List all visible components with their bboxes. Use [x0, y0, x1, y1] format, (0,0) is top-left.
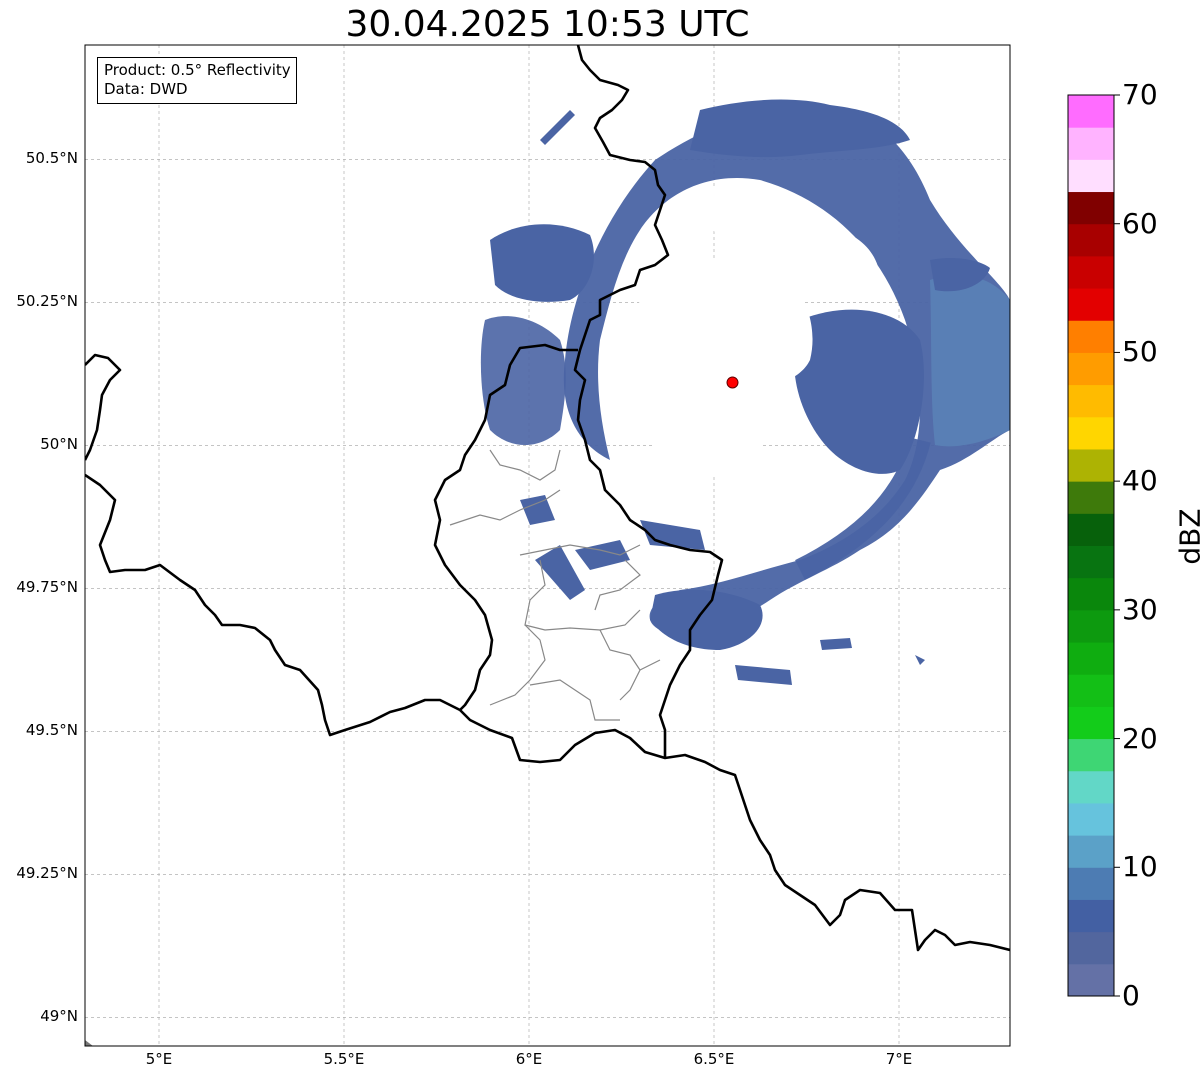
colorbar-swatch	[1068, 899, 1114, 933]
admin-borders	[449, 449, 661, 721]
colorbar-swatch	[1068, 127, 1114, 160]
colorbar-swatch	[1068, 770, 1114, 804]
border-be-fr	[85, 473, 461, 737]
colorbar-swatch	[1068, 738, 1114, 772]
colorbar-tick-label: 30	[1122, 592, 1158, 626]
colorbar-swatch	[1068, 706, 1114, 740]
colorbar-tick-label: 50	[1122, 335, 1158, 369]
radar-echo-field	[480, 99, 1010, 685]
echo-region-northwest	[490, 224, 594, 302]
colorbar-swatch	[1068, 223, 1114, 257]
colorbar-swatch	[1068, 159, 1114, 193]
lon-tick-label: 6.5°E	[693, 1050, 735, 1068]
lat-tick-label: 49.5°N	[25, 721, 78, 740]
colorbar-swatch	[1068, 577, 1114, 611]
echo-region-south	[650, 589, 763, 650]
echo-region-southwest-streaks	[520, 495, 705, 600]
echo-region-west	[480, 316, 566, 445]
echo-region-ring-east	[795, 437, 931, 580]
border-be-de	[573, 45, 724, 758]
colorbar-title: dBZ	[1173, 508, 1202, 565]
lat-tick-label: 49.75°N	[16, 578, 78, 597]
colorbar-swatch	[1068, 481, 1114, 514]
colorbar-swatch	[1068, 288, 1114, 321]
echo-streak-se	[735, 638, 925, 685]
border-lu-be	[433, 343, 578, 711]
lon-tick-label: 5.5°E	[323, 1050, 365, 1068]
colorbar-tick-label: 10	[1122, 850, 1158, 884]
colorbar-swatch	[1068, 545, 1114, 579]
lat-tick-label: 50.25°N	[16, 292, 78, 311]
radar-site-marker	[726, 376, 739, 389]
colorbar-tick-label: 0	[1122, 979, 1140, 1012]
plot-frame	[84, 44, 1011, 1047]
map-title: 30.04.2025 10:53 UTC	[345, 4, 750, 45]
border-fr	[459, 709, 1010, 952]
colorbar-swatch	[1068, 609, 1114, 643]
corner-marker	[85, 1040, 93, 1046]
colorbar-swatch	[1068, 352, 1114, 386]
data-source-label: Data: DWD	[104, 80, 188, 98]
echo-region-northeast	[930, 257, 990, 292]
colorbar-frame	[1067, 94, 1115, 997]
colorbar	[1068, 94, 1120, 997]
lon-tick-label: 5°E	[145, 1050, 173, 1068]
echo-region-north	[690, 99, 910, 158]
colorbar-swatch	[1068, 95, 1114, 128]
colorbar-tick-label: 70	[1122, 78, 1158, 111]
lat-tick-label: 49.25°N	[16, 864, 78, 883]
colorbar-swatch	[1068, 320, 1114, 353]
colorbar-swatch	[1068, 802, 1114, 836]
echo-region-east-band	[930, 275, 1010, 447]
colorbar-swatch	[1068, 835, 1114, 868]
lat-tick-label: 50°N	[40, 435, 78, 454]
national-borders	[85, 45, 1010, 952]
product-label: Product: 0.5° Reflectivity	[104, 61, 291, 79]
colorbar-tick-label: 20	[1122, 721, 1158, 755]
product-info-box: Product: 0.5° Reflectivity Data: DWD	[97, 57, 297, 104]
echo-clear-north	[698, 188, 770, 236]
colorbar-swatch	[1068, 255, 1114, 289]
echo-streak-nw	[540, 110, 575, 145]
lon-tick-label: 6°E	[515, 1050, 543, 1068]
border-nl	[85, 353, 122, 461]
colorbar-swatch	[1068, 384, 1114, 418]
colorbar-tick-label: 60	[1122, 206, 1158, 240]
colorbar-swatch	[1068, 191, 1114, 225]
colorbar-swatch	[1068, 448, 1114, 482]
lon-tick-label: 7°E	[885, 1050, 913, 1068]
colorbar-swatch	[1068, 642, 1114, 675]
colorbar-swatch	[1068, 963, 1114, 997]
colorbar-swatch	[1068, 931, 1114, 965]
colorbar-swatch	[1068, 416, 1114, 450]
colorbar-tick-label: 40	[1122, 464, 1158, 498]
echo-clear-center	[631, 257, 813, 476]
lat-tick-label: 49°N	[40, 1007, 78, 1026]
echo-region-east	[794, 309, 924, 474]
colorbar-swatch	[1068, 513, 1114, 546]
lat-tick-label: 50.5°N	[25, 149, 78, 168]
colorbar-swatch	[1068, 674, 1114, 707]
colorbar-swatch	[1068, 867, 1114, 900]
echo-clear-ne	[815, 229, 880, 295]
